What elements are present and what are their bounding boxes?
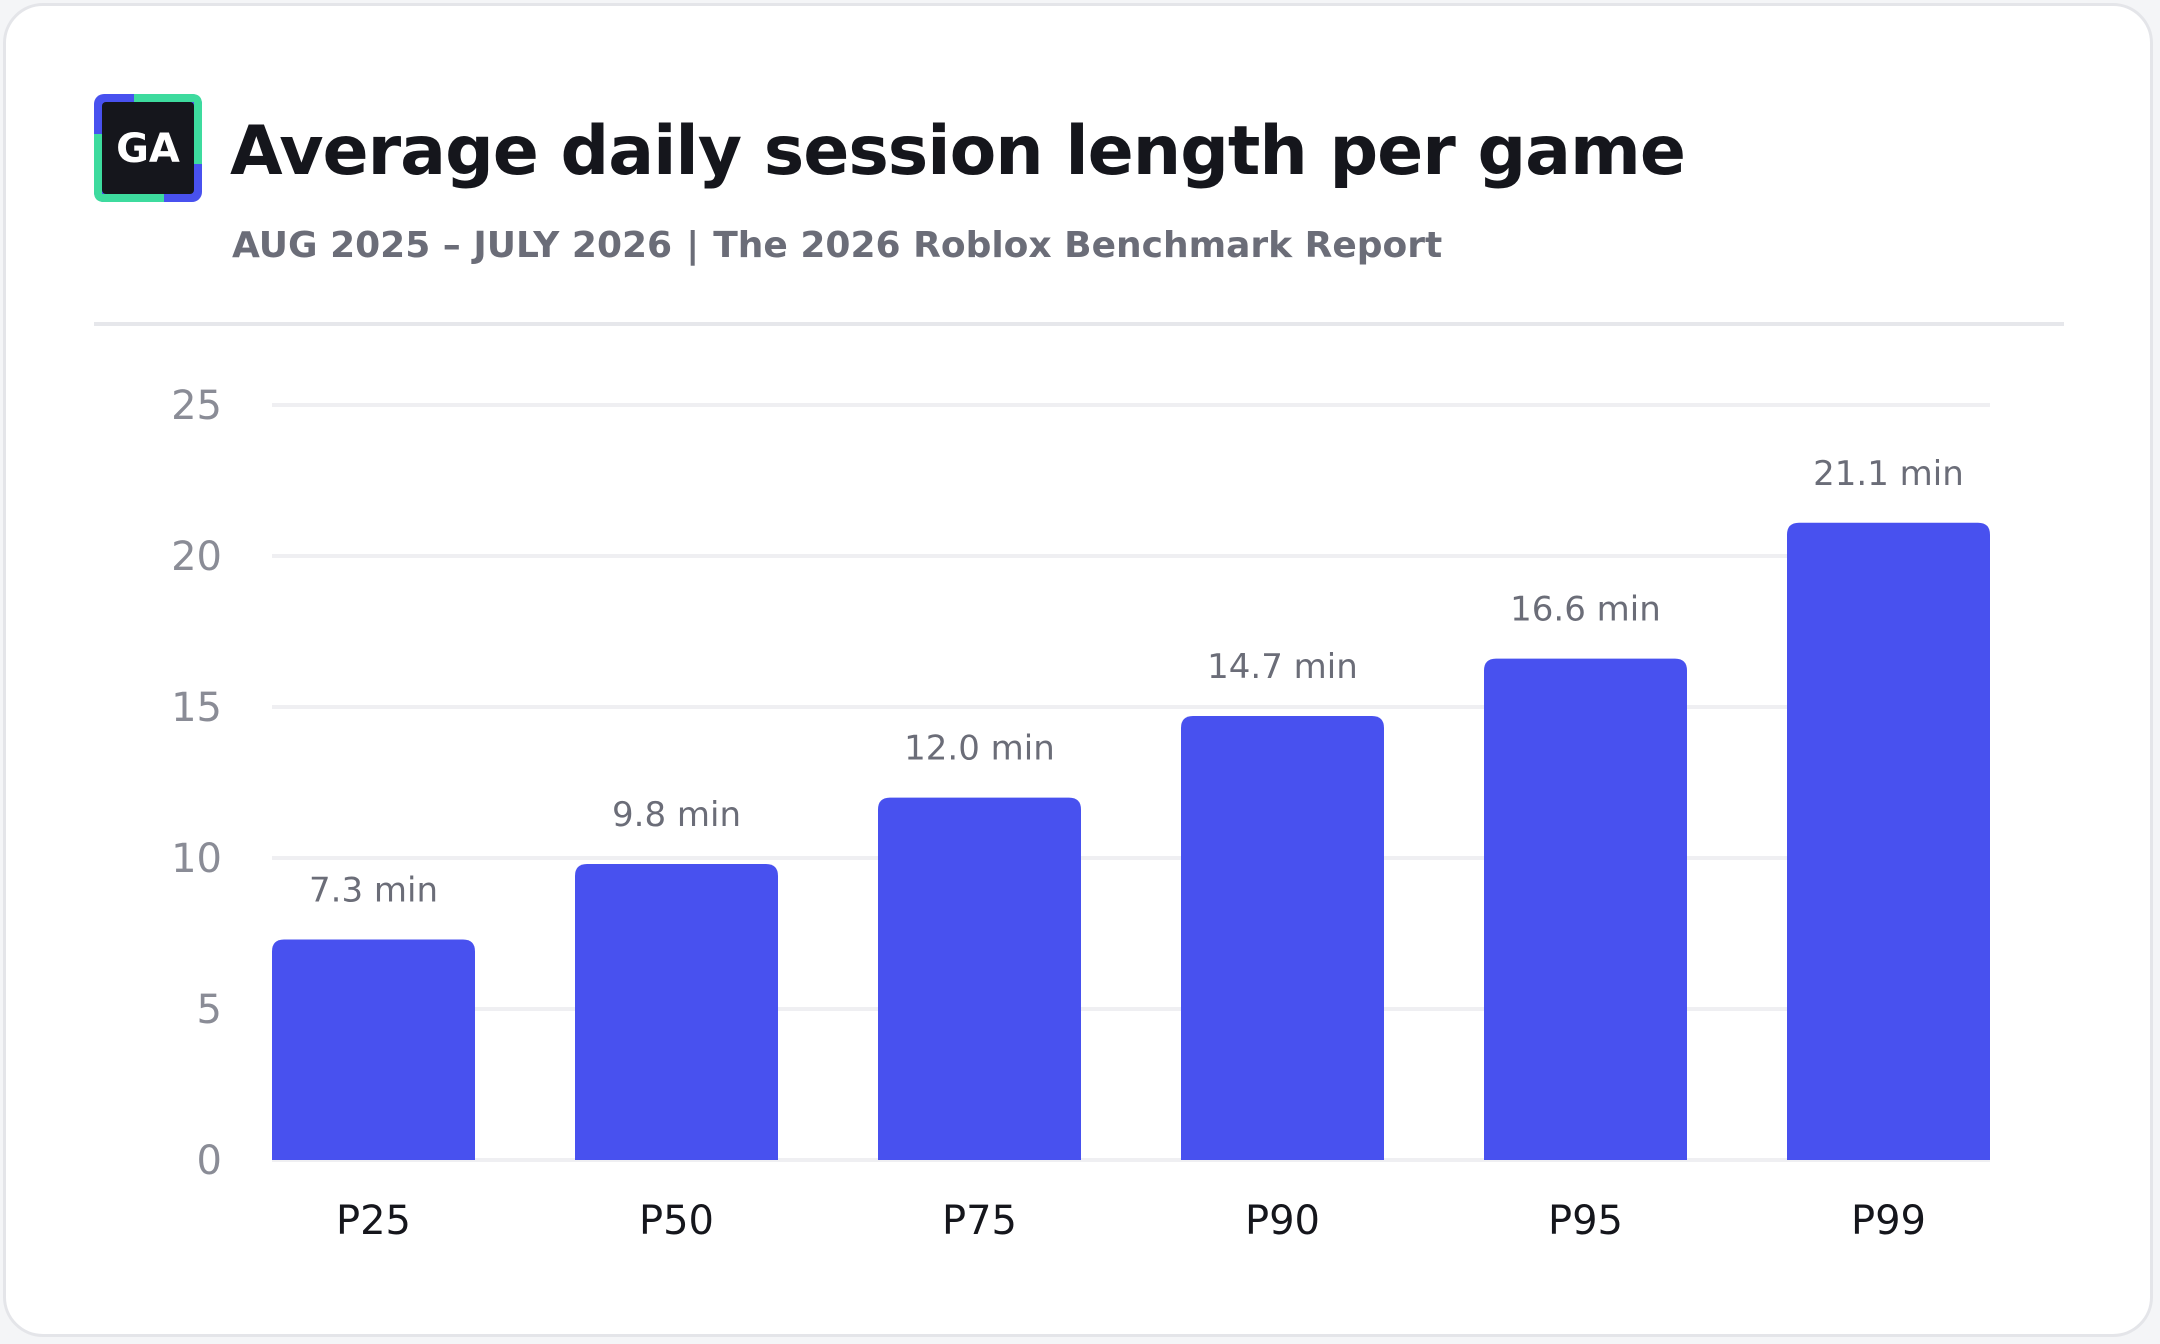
x-tick-label: P25 xyxy=(336,1198,411,1244)
y-tick-label: 0 xyxy=(197,1138,222,1184)
x-tick-label: P99 xyxy=(1851,1198,1926,1244)
y-tick-label: 15 xyxy=(171,685,222,731)
x-tick-label: P95 xyxy=(1548,1198,1623,1244)
y-tick-label: 20 xyxy=(171,534,222,580)
bar-value-label: 16.6 min xyxy=(1510,590,1661,630)
bar-value-label: 21.1 min xyxy=(1813,454,1964,494)
bar xyxy=(878,797,1081,1160)
chart-title: Average daily session length per game xyxy=(230,112,1686,191)
x-tick-label: P50 xyxy=(639,1198,714,1244)
x-tick-label: P90 xyxy=(1245,1198,1320,1244)
bar xyxy=(1484,658,1687,1160)
header-divider xyxy=(94,322,2064,326)
y-tick-label: 5 xyxy=(197,987,222,1033)
y-tick-label: 25 xyxy=(171,383,222,429)
bar-value-label: 14.7 min xyxy=(1207,647,1358,687)
bar-value-label: 9.8 min xyxy=(612,795,741,835)
bar-value-label: 12.0 min xyxy=(904,729,1055,769)
bar xyxy=(272,939,475,1160)
bar xyxy=(1181,716,1384,1160)
report-name: The 2026 Roblox Benchmark Report xyxy=(713,225,1443,266)
chart-subtitle: AUG 2025 – JULY 2026 | The 2026 Roblox Ben… xyxy=(232,222,1442,270)
bar xyxy=(1787,522,1990,1160)
subtitle-separator: | xyxy=(686,225,700,266)
logo-text: GA xyxy=(116,126,180,172)
bar-value-label: 7.3 min xyxy=(309,871,438,911)
x-tick-label: P75 xyxy=(942,1198,1017,1244)
y-tick-label: 10 xyxy=(171,836,222,882)
period-label: AUG 2025 – JULY 2026 xyxy=(232,225,673,266)
bar xyxy=(575,864,778,1160)
ga-logo-icon: GA xyxy=(94,94,202,202)
